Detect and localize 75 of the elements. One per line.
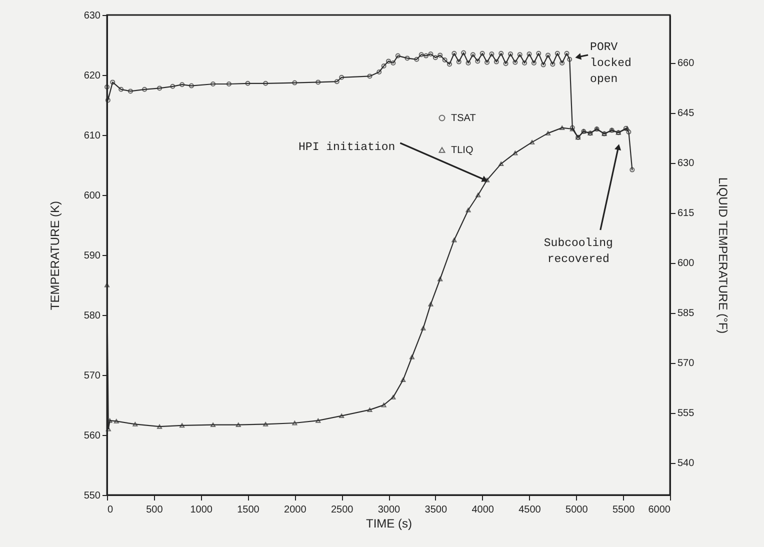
- y2-tick-label: 600: [678, 258, 695, 270]
- point: [420, 326, 426, 330]
- y2-tick-label: 570: [678, 358, 695, 370]
- annotation: Subcooling recovered: [544, 237, 613, 266]
- point: [576, 134, 581, 140]
- point: [609, 128, 614, 133]
- point: [570, 126, 575, 132]
- point: [581, 128, 586, 134]
- y-tick-label: 620: [84, 70, 101, 82]
- x-tick-label: 4500: [518, 504, 542, 516]
- point: [390, 394, 396, 400]
- y-tick-label: 630: [84, 10, 101, 22]
- point: [400, 378, 406, 382]
- y2-tick-label: 555: [678, 408, 695, 420]
- x-axis-title: TIME (s): [366, 516, 412, 530]
- point: [616, 130, 621, 136]
- y-tick-label: 550: [84, 490, 101, 502]
- x-tick-label: 5000: [566, 504, 588, 516]
- point: [498, 162, 504, 166]
- x-tick-label: 0: [108, 504, 114, 516]
- point: [316, 418, 321, 423]
- point: [132, 422, 138, 426]
- point: [409, 354, 414, 360]
- x-tick-label: 2000: [284, 504, 307, 516]
- point: [530, 140, 535, 144]
- point: [428, 302, 434, 306]
- point: [263, 422, 268, 426]
- y2-tick-label: 630: [678, 158, 695, 170]
- point: [210, 422, 216, 428]
- y-tick-label: 590: [84, 250, 101, 262]
- point: [452, 238, 457, 242]
- y-tick-label: 580: [84, 310, 101, 322]
- x-tick-label: 6000: [648, 504, 671, 516]
- point: [381, 402, 386, 408]
- x-tick-label: 1500: [237, 504, 260, 516]
- y-tick-label: 610: [84, 130, 101, 142]
- annotation: HPI initiation: [298, 141, 396, 154]
- x-tick-label: 3500: [424, 504, 448, 516]
- x-tick-label: 3000: [378, 504, 401, 516]
- point: [512, 150, 518, 156]
- legend-label: TSAT: [451, 113, 476, 124]
- point: [602, 131, 607, 136]
- point: [438, 276, 443, 282]
- point: [484, 178, 490, 182]
- y2-tick-label: 585: [678, 308, 695, 320]
- y-tick-label: 600: [84, 190, 101, 202]
- point: [466, 208, 471, 212]
- x-tick-label: 2500: [330, 504, 354, 516]
- x-tick-label: 5500: [612, 504, 636, 516]
- y-tick-label: 570: [84, 370, 101, 382]
- legend-label: TLIQ: [451, 145, 474, 156]
- x-tick-label: 500: [146, 504, 164, 516]
- y2-tick-label: 540: [678, 458, 695, 470]
- point: [546, 130, 551, 136]
- y2-tick-label: 645: [678, 108, 695, 120]
- x-tick-label: 4000: [472, 504, 494, 516]
- y-tick-label: 560: [84, 430, 101, 442]
- point: [367, 408, 372, 412]
- point: [339, 414, 344, 418]
- annotation: PORV locked open: [590, 41, 632, 86]
- point: [560, 126, 565, 130]
- x-tick-label: 1000: [190, 504, 213, 516]
- y2-axis-title: LIQUID TEMPERATURE (°F): [716, 177, 730, 334]
- y-axis-title: TEMPERATURE (K): [48, 200, 62, 310]
- point: [104, 282, 110, 288]
- point: [292, 420, 298, 426]
- point: [588, 130, 593, 136]
- point: [180, 423, 185, 428]
- point: [594, 126, 600, 132]
- point: [157, 424, 162, 429]
- y2-tick-label: 615: [678, 208, 695, 220]
- y2-tick-label: 660: [678, 58, 695, 70]
- point: [236, 422, 241, 428]
- point: [476, 192, 481, 198]
- point: [114, 418, 119, 424]
